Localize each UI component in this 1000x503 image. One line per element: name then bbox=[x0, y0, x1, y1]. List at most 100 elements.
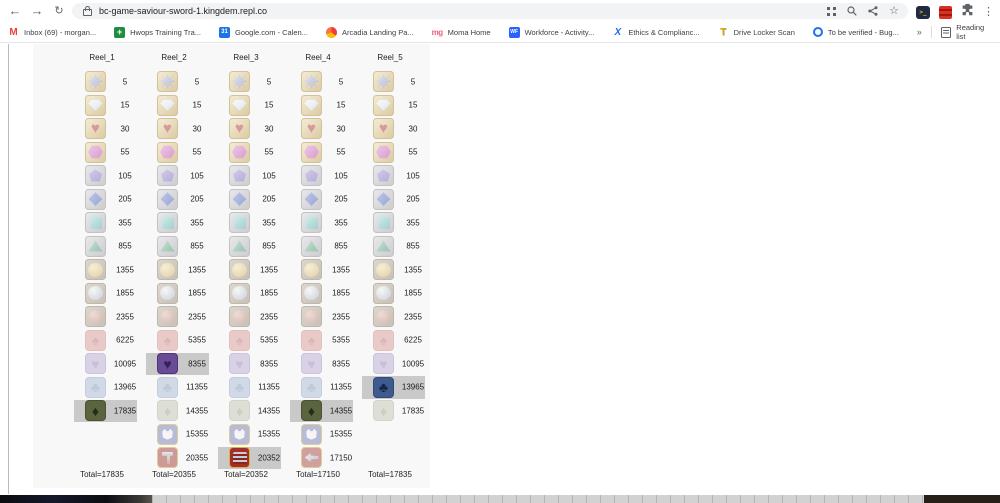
bookmark-item-2[interactable]: + Hwops Training Tra... bbox=[114, 26, 201, 38]
cat-icon bbox=[157, 423, 178, 445]
suit-heart-icon: ♥ bbox=[301, 353, 322, 374]
suit-club-icon: ♣ bbox=[157, 376, 178, 398]
payout-value: 17835 bbox=[401, 406, 425, 416]
grid-icon[interactable] bbox=[826, 6, 836, 16]
payout-value: 2355 bbox=[116, 312, 134, 322]
payout-row: 205 bbox=[210, 188, 282, 212]
mg-grid-favicon: mg bbox=[431, 27, 444, 37]
gem-star-icon bbox=[373, 71, 394, 92]
payout-row: 55 bbox=[282, 141, 354, 165]
gem-square-icon bbox=[301, 212, 322, 233]
payout-row: 5 bbox=[354, 70, 426, 94]
bookmark-item-6[interactable]: WF Workforce - Activity... bbox=[508, 26, 594, 38]
payout-value: 15355 bbox=[257, 429, 281, 439]
wf-favicon: WF bbox=[508, 26, 520, 38]
payout-row: 20352 bbox=[210, 446, 282, 470]
gem-pent-icon bbox=[157, 165, 178, 186]
bookmarks-overflow-chevron[interactable]: » bbox=[916, 27, 922, 37]
payout-value: 55 bbox=[336, 147, 346, 157]
payout-row: 355 bbox=[282, 211, 354, 235]
address-bar[interactable]: bc-game-saviour-sword-1.kingdem.repl.co … bbox=[72, 3, 908, 19]
bookmark-item-9[interactable]: To be verified - Bug... bbox=[812, 27, 899, 37]
payout-value: 30 bbox=[336, 124, 346, 134]
payout-row: ♠ 6225 bbox=[66, 329, 138, 353]
suit-spade-icon: ♠ bbox=[301, 329, 322, 351]
bookmark-item-7[interactable]: X Ethics & Complianc... bbox=[612, 26, 700, 38]
gem-square-icon bbox=[373, 212, 394, 233]
suit-spade-icon: ♠ bbox=[229, 329, 250, 351]
payout-value: 105 bbox=[118, 171, 132, 181]
url-text[interactable]: bc-game-saviour-sword-1.kingdem.repl.co bbox=[99, 6, 268, 16]
payout-row: 355 bbox=[354, 211, 426, 235]
payout-row: 205 bbox=[138, 188, 210, 212]
reel-column-1: Reel_1 5 15 ♥ 30 55 105 205 355 855 1355 1855 2355 ♠ 6… bbox=[66, 44, 138, 488]
bottom-strip-middle bbox=[152, 495, 924, 503]
payout-row: ♦ 14355 bbox=[138, 399, 210, 423]
payout-row: ♦ 14355 bbox=[210, 399, 282, 423]
x-blue-favicon: X bbox=[614, 26, 622, 38]
payout-row: 1355 bbox=[354, 258, 426, 282]
suit-heart-icon: ♥ bbox=[85, 353, 106, 374]
payout-value: 13965 bbox=[401, 382, 425, 392]
bookmark-label: Moma Home bbox=[447, 27, 491, 37]
back-button[interactable]: ← bbox=[8, 3, 22, 18]
payout-row: 15355 bbox=[138, 423, 210, 447]
payout-value: 55 bbox=[264, 147, 274, 157]
suit-club-icon: ♣ bbox=[85, 376, 106, 398]
sheets-plus-favicon: + bbox=[114, 26, 126, 38]
payout-row: 15355 bbox=[282, 423, 354, 447]
payout-row: 355 bbox=[138, 211, 210, 235]
reload-button[interactable]: ↻ bbox=[54, 5, 64, 17]
gem-tri-icon bbox=[373, 235, 394, 257]
payout-value: 15 bbox=[264, 100, 274, 110]
payout-value: 1855 bbox=[188, 288, 206, 298]
payout-row: ♥ 10095 bbox=[354, 352, 426, 376]
payout-row: ♥ 30 bbox=[210, 117, 282, 141]
share-icon[interactable] bbox=[868, 6, 878, 16]
payout-row: 105 bbox=[210, 164, 282, 188]
red-extension-icon[interactable] bbox=[939, 5, 952, 19]
payout-row: ♦ 17835 bbox=[66, 399, 138, 423]
reading-list-button[interactable]: Reading list bbox=[940, 23, 990, 41]
gem-hex-icon bbox=[229, 141, 250, 163]
bookmark-star-icon[interactable]: ☆ bbox=[889, 5, 899, 17]
gem-square-icon bbox=[229, 212, 250, 233]
payout-row: 205 bbox=[282, 188, 354, 212]
bookmark-item-8[interactable]: T Drive Locker Scan bbox=[718, 27, 795, 38]
payout-value: 1355 bbox=[116, 265, 134, 275]
gem-hex-icon bbox=[85, 141, 106, 163]
bookmark-item-4[interactable]: Arcadia Landing Pa... bbox=[325, 26, 414, 38]
forward-button[interactable]: → bbox=[30, 3, 44, 18]
suit-club-icon: ♣ bbox=[229, 376, 250, 398]
extensions-puzzle-icon[interactable] bbox=[961, 3, 974, 21]
payout-value: 5 bbox=[338, 77, 344, 87]
payout-value: 355 bbox=[190, 218, 204, 228]
payout-row: ♠ 5355 bbox=[210, 329, 282, 353]
payout-value: 205 bbox=[334, 194, 348, 204]
gem-rhomb-icon bbox=[157, 188, 178, 210]
suit-club-icon: ♣ bbox=[301, 376, 322, 398]
coin-gold-icon bbox=[373, 259, 394, 280]
gem-star-icon bbox=[229, 71, 250, 92]
bookmark-item-1[interactable]: M Inbox (69) - morgan... bbox=[8, 27, 96, 38]
gem-heart-icon: ♥ bbox=[229, 118, 250, 139]
payout-row: 1855 bbox=[354, 282, 426, 306]
bookmark-label: Inbox (69) - morgan... bbox=[24, 27, 97, 37]
coin-silver-icon bbox=[229, 282, 250, 304]
gem-hex-icon bbox=[301, 141, 322, 163]
payout-value: 30 bbox=[408, 124, 418, 134]
suit-diamond-icon: ♦ bbox=[373, 400, 394, 421]
zoom-icon[interactable] bbox=[847, 6, 857, 16]
payout-value: 105 bbox=[262, 171, 276, 181]
payout-row: 855 bbox=[210, 235, 282, 259]
payout-row: 855 bbox=[282, 235, 354, 259]
payout-value: 1855 bbox=[332, 288, 350, 298]
gem-hex-icon bbox=[373, 141, 394, 163]
gem-star-icon bbox=[157, 71, 178, 92]
bookmark-item-3[interactable]: 31 Google.com - Calen... bbox=[219, 26, 308, 38]
page-left-divider bbox=[8, 44, 9, 494]
payout-row: 1855 bbox=[138, 282, 210, 306]
terminal-extension-icon[interactable]: >_ bbox=[916, 5, 930, 19]
bookmark-item-5[interactable]: mg Moma Home bbox=[432, 27, 491, 38]
menu-dots-icon[interactable]: ⋮ bbox=[983, 5, 994, 18]
